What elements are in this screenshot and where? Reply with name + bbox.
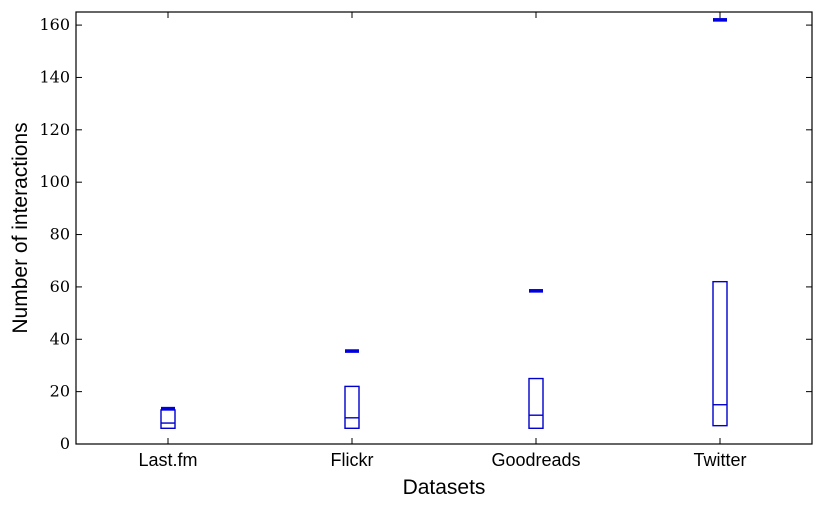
y-tick-label: 100 <box>39 172 70 191</box>
box-goodreads <box>528 377 544 429</box>
y-tick-label: 0 <box>60 434 70 453</box>
box-marks <box>160 18 728 429</box>
y-axis-title: Number of interactions <box>9 122 32 333</box>
x-axis: Last.fm Flickr Goodreads Twitter <box>138 12 747 470</box>
y-tick-label: 20 <box>50 382 70 401</box>
plot-area <box>75 11 813 445</box>
y-tick-label: 140 <box>39 67 70 86</box>
x-tick-label: Goodreads <box>491 450 580 470</box>
y-axis: 0 20 40 60 80 100 120 140 160 <box>39 15 812 453</box>
x-axis-title: Datasets <box>403 476 486 499</box>
y-tick-label: 40 <box>50 329 70 348</box>
y-tick-label: 80 <box>50 225 70 244</box>
y-tick-label: 60 <box>50 277 70 296</box>
y-tick-label: 160 <box>39 15 70 34</box>
x-tick-label: Last.fm <box>138 450 197 470</box>
box-flickr <box>344 385 360 429</box>
x-tick-label: Flickr <box>331 450 374 470</box>
y-tick-label: 120 <box>39 120 70 139</box>
x-tick-label: Twitter <box>693 450 746 470</box>
box-twitter <box>712 280 728 427</box>
